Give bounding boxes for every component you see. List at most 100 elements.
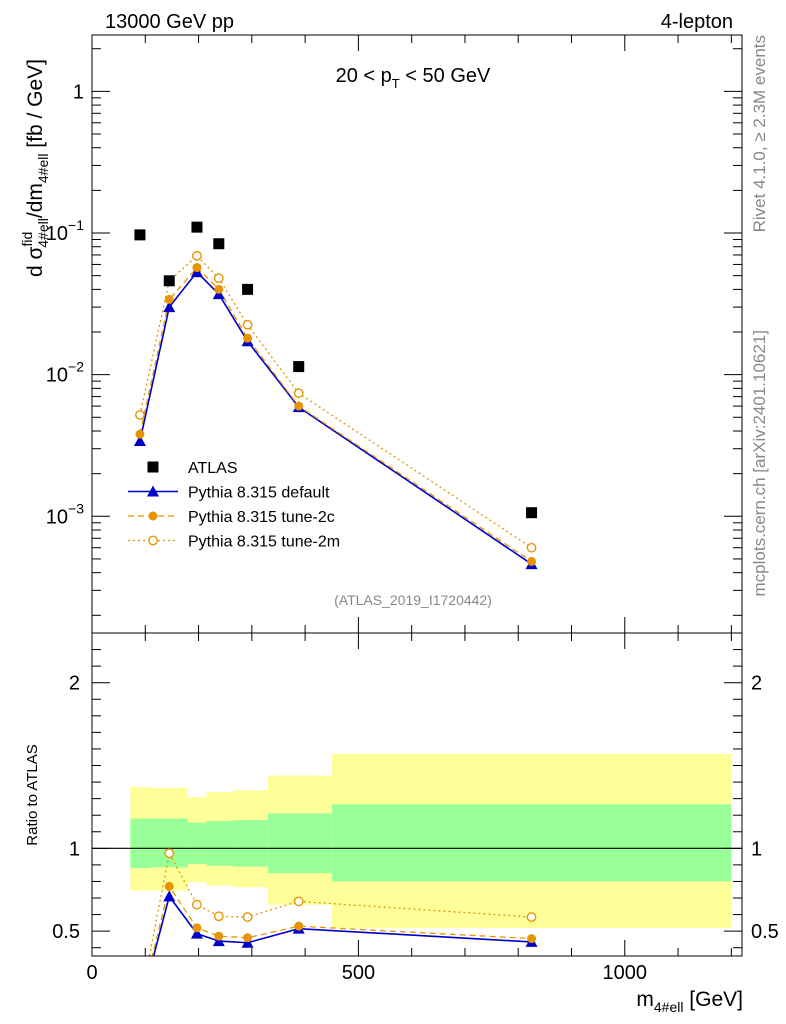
series-3-point-0 [135,409,145,420]
series-3-point-2 [192,250,202,261]
main-y-tick-label-0-mantissa: 1 [73,81,84,103]
data-point-2 [191,221,203,233]
data-point-0 [134,229,146,241]
x-tick-label-0: 0 [86,962,97,984]
data-point-5 [293,361,305,373]
x-title-prefix: m [636,988,654,1011]
legend-label-1: Pythia 8.315 default [188,485,330,502]
series-2-point-3 [214,284,224,294]
ratio-point-1-6 [527,934,537,944]
main-y-tick-label-0: 1 [73,81,84,103]
series-3-point-6 [526,542,537,553]
main-y-tick-label-2-mantissa: 10 [46,365,68,387]
x-title-sub: 4#ell [654,999,684,1015]
ratio-point-0-1 [163,890,176,902]
stat-uncertainty-band-3 [206,821,234,866]
series-2-point-5 [294,401,304,411]
data-point-4 [242,283,254,295]
legend-marker-0 [147,461,159,473]
legend-marker-1 [147,485,159,497]
main-y-tick-label-1-exponent: −1 [68,217,84,233]
x-axis-title: m4#ell [GeV] [636,988,743,1015]
legend-label-2: Pythia 8.315 tune-2c [188,509,335,526]
x-title-suffix: [GeV] [683,988,743,1011]
main-y-title-sub2: 4#ell [35,154,51,184]
ratio-plot-ticks: 2 2 1 1 0.5 0.5 0 500 1000 [52,632,779,984]
stat-uncertainty-band-6 [331,804,732,882]
ratio-point-1-1 [164,881,174,891]
rivet-version-label: Rivet 4.1.0, ≥ 2.3M events [750,35,769,232]
ratio-y-tick-label-left-1: 1 [69,838,80,860]
ratio-point-2-3 [213,911,224,922]
header-right: 4-lepton [661,11,733,33]
main-y-tick-label-3-exponent: −3 [68,500,84,516]
series-2-point-0 [135,429,145,439]
ratio-point-2-2 [192,899,202,910]
series-2-point-6 [527,556,537,566]
ratio-y-tick-label-right-0: 2 [751,673,762,695]
main-y-axis-title: d σfid4#ell/dm4#ell [fb / GeV] [19,59,51,277]
data-point-3 [213,238,225,250]
ratio-series-group [148,848,538,956]
cut-annotation-sub: T [392,76,400,91]
stat-uncertainty-band-1 [150,818,188,868]
main-y-title-mid: /dm [24,183,47,218]
legend: ATLAS Pythia 8.315 default Pythia 8.315 tu… [128,460,340,551]
x-tick-label-2: 1000 [603,962,648,984]
ratio-point-2-5 [293,896,304,907]
cut-annotation-post: < 50 GeV [400,65,491,87]
ratio-point-2-6 [526,912,537,922]
cut-annotation-pre: 20 < p [336,65,392,87]
series-2-point-4 [243,333,253,343]
ratio-point-2-4 [242,912,253,922]
main-y-tick-label-3: 10−3 [46,500,84,528]
series-1-point-1 [163,301,176,313]
stat-uncertainty-band-2 [187,822,207,865]
main-plot-content [133,221,538,570]
ratio-y-tick-label-right-2: 0.5 [751,921,779,943]
ratio-point-1-2 [192,923,202,933]
series-2-point-1 [164,294,174,304]
legend-label-3: Pythia 8.315 tune-2m [188,534,340,551]
series-3-point-4 [242,319,253,330]
main-y-tick-label-3-mantissa: 10 [46,506,68,528]
legend-label-0: ATLAS [188,460,238,477]
ratio-point-1-4 [243,933,253,943]
cut-annotation: 20 < pT < 50 GeV [336,65,491,91]
ratio-y-tick-label-left-2: 0.5 [52,921,80,943]
series-3-point-3 [213,273,224,284]
series-1-point-0 [133,435,146,447]
main-y-title-suffix: [fb / GeV] [24,59,47,154]
data-point-6 [526,507,538,519]
main-y-tick-label-1: 10−1 [46,217,84,245]
legend-marker-2 [148,511,158,521]
ratio-y-tick-label-left-0: 2 [69,673,80,695]
series-line-3 [139,254,532,549]
ratio-point-0-2 [190,927,203,939]
ratio-point-2-1 [164,848,175,859]
main-y-tick-label-1-mantissa: 10 [46,223,68,245]
ratio-plot-frame [91,632,743,957]
main-y-title-sup: fid [19,232,35,247]
series-3-point-5 [293,388,304,399]
ratio-plot-content [92,753,742,956]
ratio-y-tick-label-right-1: 1 [751,838,762,860]
main-y-title-sub1: 4#ell [35,218,51,248]
header-left: 13000 GeV pp [105,11,234,33]
main-plot-ticks: 110−110−210−3 [46,35,742,633]
x-tick-label-1: 500 [342,962,375,984]
data-point-1 [163,275,175,287]
series-2-point-2 [192,263,202,273]
stat-uncertainty-band-4 [233,820,268,867]
stat-uncertainty-band-5 [267,813,332,874]
analysis-id: (ATLAS_2019_I1720442) [334,592,492,608]
ratio-y-axis-title: Ratio to ATLAS [24,744,41,845]
main-y-title-prefix: d σ [24,247,47,278]
ratio-point-1-5 [294,921,304,931]
main-y-tick-label-2: 10−2 [46,359,84,387]
ratio-point-1-3 [214,931,224,941]
source-label: mcplots.cern.ch [arXiv:2401.10621] [750,330,769,596]
main-y-tick-label-2-exponent: −2 [68,359,84,375]
legend-marker-3 [148,535,158,546]
